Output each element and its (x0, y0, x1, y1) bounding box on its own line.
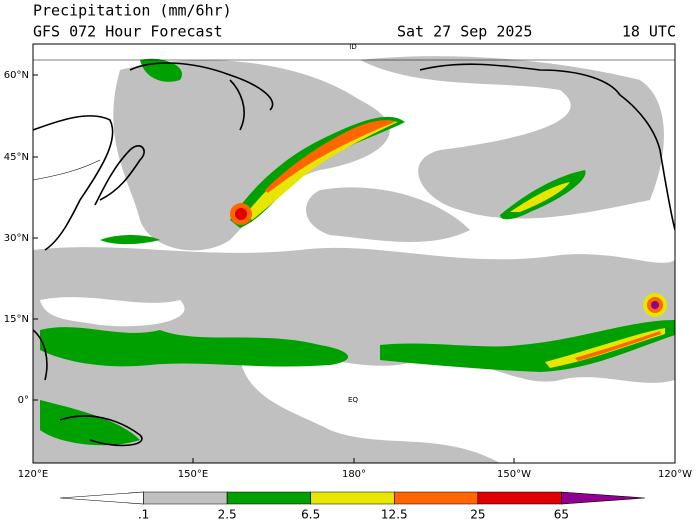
map-annotation: EQ (348, 396, 358, 404)
lon-label: 180° (342, 469, 366, 480)
title: Precipitation (mm/6hr) (33, 2, 232, 20)
colorbar-segment (59, 491, 144, 505)
coastlines (33, 59, 675, 447)
colorbar-label: 2.5 (218, 508, 237, 522)
map-annotation: ID (349, 43, 356, 51)
colorbar-segment (561, 491, 646, 505)
lat-label: 15°N (4, 314, 29, 325)
colorbar-label: 12.5 (381, 508, 408, 522)
colorbar-label: 6.5 (301, 508, 320, 522)
colorbar-segment (143, 491, 228, 505)
lon-label: 150°E (178, 469, 208, 480)
axes: 120°E 150°E 180° 150°W 120°W 60°N 45°N 30°N 15°N… (4, 43, 692, 480)
lon-label: 120°E (18, 469, 48, 480)
colorbar-label: .1 (138, 508, 149, 522)
map (32, 43, 676, 464)
colorbar-segment (393, 491, 479, 505)
colorbar-segment (310, 491, 395, 505)
subtitle: GFS 072 Hour Forecast (33, 23, 223, 41)
colorbar-segment (477, 491, 562, 505)
time: 18 UTC (622, 23, 676, 41)
precip-field (33, 56, 675, 463)
colorbar-label: 25 (470, 508, 485, 522)
date: Sat 27 Sep 2025 (397, 23, 532, 41)
lat-label: 0° (18, 395, 29, 406)
lat-label: 60°N (4, 70, 29, 81)
lat-label: 30°N (4, 233, 29, 244)
lon-label: 120°W (658, 469, 692, 480)
lat-label: 45°N (4, 152, 29, 163)
colorbar: .1 2.5 6.5 12.5 25 65 (59, 491, 646, 522)
colorbar-segment (226, 491, 312, 505)
lon-label: 150°W (497, 469, 531, 480)
colorbar-label: 65 (554, 508, 569, 522)
